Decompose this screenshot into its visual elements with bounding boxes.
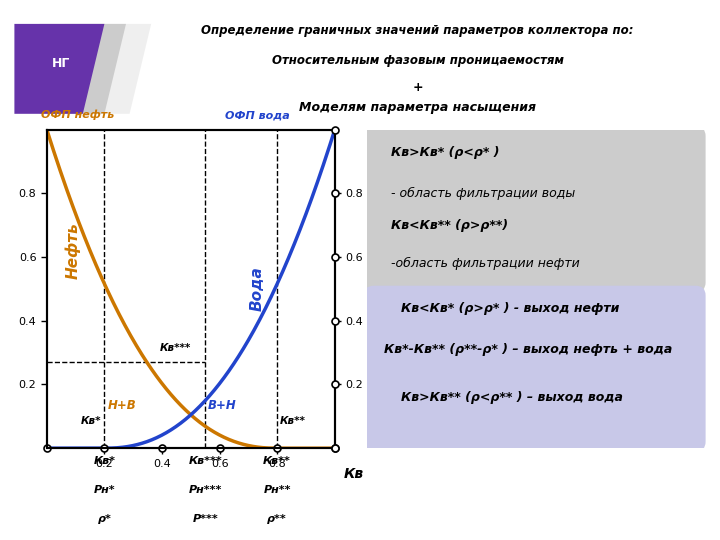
Text: ρ*: ρ*: [97, 514, 112, 524]
Text: НГ: НГ: [52, 57, 71, 70]
Text: Н+В: Н+В: [107, 399, 136, 411]
Text: - область фильтрации воды: - область фильтрации воды: [391, 187, 575, 200]
Text: Моделям параметра насыщения: Моделям параметра насыщения: [299, 101, 536, 114]
Text: Относительным фазовым проницаемостям: Относительным фазовым проницаемостям: [271, 54, 564, 67]
Text: Кв***: Кв***: [189, 456, 222, 465]
Text: Кв*-Кв** (ρ**-ρ* ) – выход нефть + вода: Кв*-Кв** (ρ**-ρ* ) – выход нефть + вода: [384, 343, 672, 356]
Text: Определение граничных значений параметров коллектора по:: Определение граничных значений параметро…: [202, 24, 634, 37]
FancyBboxPatch shape: [364, 126, 706, 292]
Text: Нефть: Нефть: [65, 222, 81, 279]
Text: Кв**: Кв**: [280, 416, 306, 426]
Text: Кв>Кв* (ρ<ρ* ): Кв>Кв* (ρ<ρ* ): [391, 146, 500, 159]
Text: Рн***: Рн***: [189, 485, 222, 495]
Text: Кв>Кв** (ρ<ρ** ) – выход вода: Кв>Кв** (ρ<ρ** ) – выход вода: [401, 391, 623, 404]
Text: Рн*: Рн*: [94, 485, 115, 495]
Polygon shape: [65, 24, 151, 114]
Text: Кв<Кв** (ρ>ρ**): Кв<Кв** (ρ>ρ**): [391, 219, 508, 232]
Polygon shape: [40, 24, 126, 114]
Text: Кв<Кв* (ρ>ρ* ) - выход нефти: Кв<Кв* (ρ>ρ* ) - выход нефти: [401, 302, 619, 315]
Text: Кв***: Кв***: [160, 342, 191, 353]
Text: Р***: Р***: [192, 514, 218, 524]
Text: Кв: Кв: [343, 467, 364, 481]
Text: -область фильтрации нефти: -область фильтрации нефти: [391, 257, 580, 270]
Text: Кв*: Кв*: [94, 456, 115, 465]
Text: ОФП нефть: ОФП нефть: [41, 110, 114, 120]
Text: ОФП вода: ОФП вода: [225, 110, 290, 120]
Polygon shape: [14, 24, 104, 114]
Text: ρ**: ρ**: [267, 514, 287, 524]
Text: Вода: Вода: [250, 267, 264, 311]
Text: +: +: [413, 81, 423, 94]
FancyBboxPatch shape: [364, 286, 706, 451]
Text: Рн**: Рн**: [264, 485, 291, 495]
Text: Кв**: Кв**: [264, 456, 291, 465]
Text: В+Н: В+Н: [208, 399, 237, 411]
Text: Кв*: Кв*: [81, 416, 102, 426]
